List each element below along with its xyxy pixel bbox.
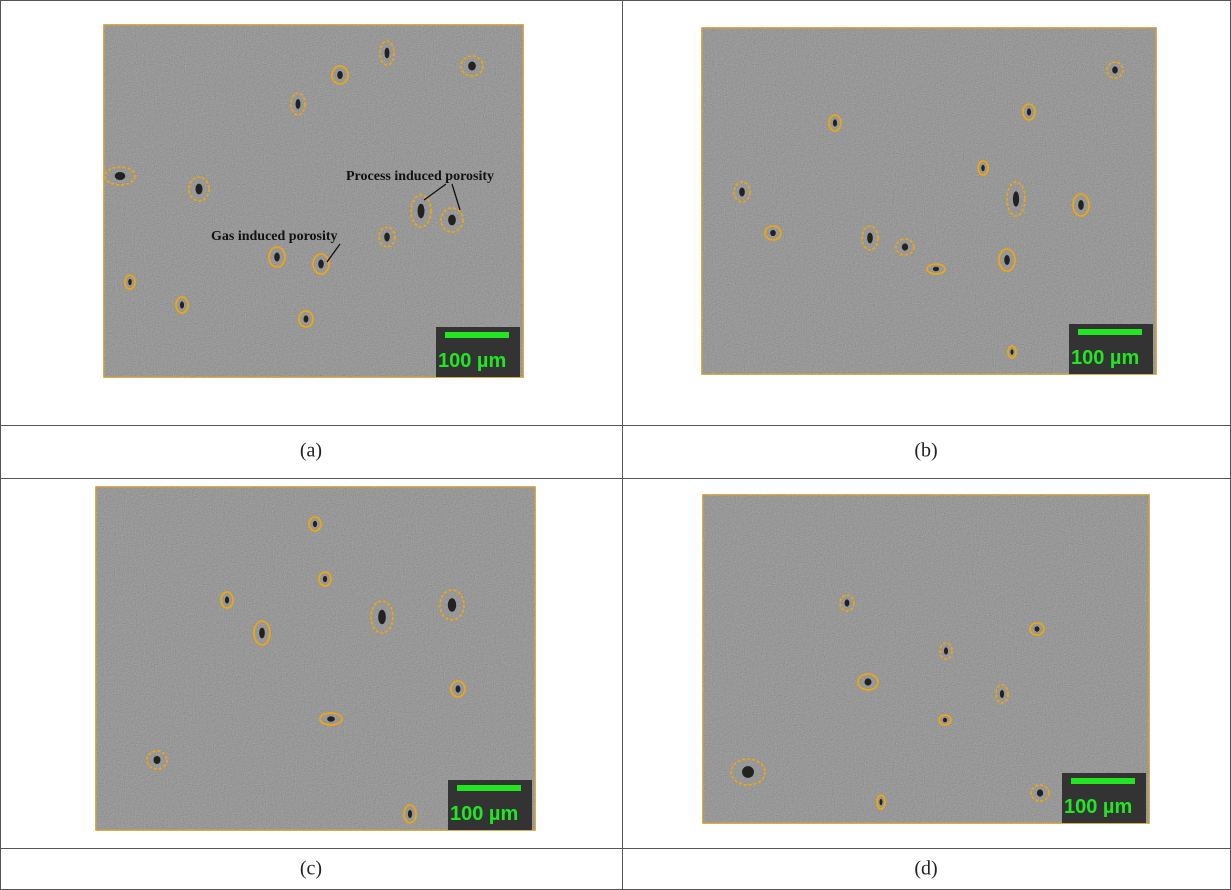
- pore: [981, 165, 985, 171]
- pore: [933, 267, 939, 272]
- micrograph: 100 µm: [104, 25, 523, 377]
- pore: [378, 610, 386, 624]
- panel-label: (c): [300, 858, 322, 880]
- pore: [384, 233, 390, 242]
- pore: [448, 598, 456, 612]
- scale-bar: [457, 785, 521, 791]
- pore: [902, 243, 908, 250]
- pore: [408, 810, 412, 818]
- pore: [943, 718, 947, 723]
- scale-bar-label: 100 µm: [1071, 347, 1139, 369]
- pore: [845, 599, 850, 606]
- scale-bar-label: 100 µm: [438, 350, 506, 372]
- pore: [274, 253, 280, 262]
- pore: [833, 119, 837, 126]
- pore: [115, 172, 126, 180]
- micrograph: 100 µm: [96, 487, 535, 830]
- pore: [296, 99, 301, 109]
- pore: [770, 230, 776, 236]
- pore: [196, 184, 203, 195]
- pore: [385, 48, 390, 59]
- pore: [1000, 690, 1004, 698]
- micrograph: 100 µm: [703, 495, 1149, 823]
- pore: [1112, 66, 1118, 73]
- pore: [1004, 255, 1010, 265]
- pore: [180, 301, 184, 308]
- annotation: Process induced porosity: [346, 169, 494, 184]
- pore: [1013, 191, 1019, 206]
- scale-bar-label: 100 µm: [450, 803, 518, 825]
- pore: [468, 62, 476, 71]
- pore: [1037, 789, 1043, 796]
- pore: [128, 279, 132, 285]
- pore: [867, 233, 873, 244]
- pore: [313, 521, 317, 527]
- panel-label: (d): [914, 858, 937, 880]
- pore: [327, 716, 335, 721]
- scale-bar-label: 100 µm: [1064, 796, 1132, 818]
- pore: [225, 596, 229, 603]
- pore: [1035, 626, 1040, 631]
- pore: [323, 576, 327, 582]
- micrograph-texture: [104, 25, 523, 377]
- pore: [1078, 200, 1084, 210]
- annotation: Gas induced porosity: [211, 229, 338, 244]
- scale-bar: [1071, 778, 1135, 784]
- micrograph: 100 µm: [702, 28, 1156, 374]
- pore: [1011, 349, 1014, 354]
- pore: [259, 628, 265, 639]
- pore: [154, 756, 161, 764]
- pore: [739, 188, 745, 197]
- pore: [418, 204, 425, 218]
- pore: [944, 647, 948, 654]
- pore: [337, 71, 343, 79]
- scale-bar: [1078, 329, 1142, 335]
- pore: [880, 799, 883, 805]
- micrograph-texture: [96, 487, 535, 830]
- panel-label: (a): [300, 440, 322, 462]
- pore: [742, 766, 754, 778]
- pore: [865, 678, 872, 685]
- scale-bar: [445, 332, 509, 338]
- pore: [318, 260, 324, 269]
- pore: [456, 685, 461, 692]
- panel-label: (b): [914, 440, 937, 462]
- pore: [304, 315, 309, 322]
- pore: [448, 215, 456, 226]
- figure: (a) (b) (c) (d) 100 µm 100 µm 100 µm 100 µm…: [0, 0, 1231, 890]
- pore: [1027, 108, 1031, 115]
